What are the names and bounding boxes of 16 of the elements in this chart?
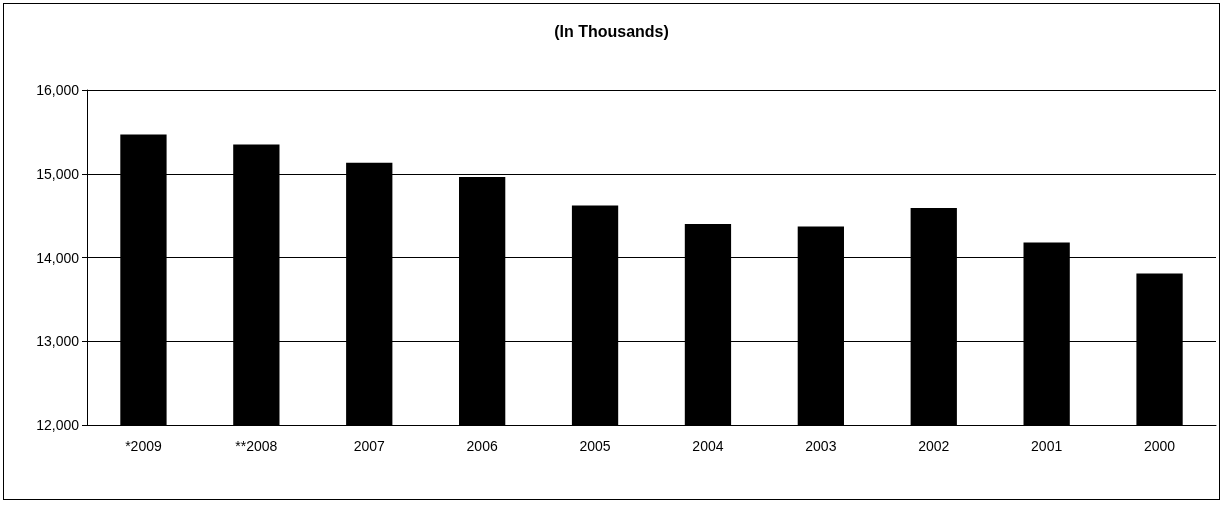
y-tick-label: 13,000 bbox=[36, 333, 80, 350]
chart-title: (In Thousands) bbox=[554, 22, 669, 40]
y-tick-label: 16,000 bbox=[36, 82, 80, 98]
x-tick-label: 2000 bbox=[1143, 438, 1176, 454]
x-tick-label: *2009 bbox=[125, 438, 162, 454]
x-tick-label: 2002 bbox=[918, 438, 950, 454]
x-tick-label: 2005 bbox=[579, 438, 611, 454]
x-tick-label: 2004 bbox=[692, 438, 724, 454]
y-tick-label: 15,000 bbox=[36, 165, 80, 182]
x-tick-label: 2007 bbox=[353, 438, 386, 454]
x-tick-label: **2008 bbox=[235, 438, 278, 454]
x-tick-label: 2001 bbox=[1031, 438, 1063, 454]
x-tick-label: 2003 bbox=[805, 438, 837, 454]
x-tick-label: 2006 bbox=[466, 438, 498, 454]
y-tick-label: 14,000 bbox=[36, 249, 80, 266]
y-tick-label: 12,000 bbox=[36, 417, 80, 433]
